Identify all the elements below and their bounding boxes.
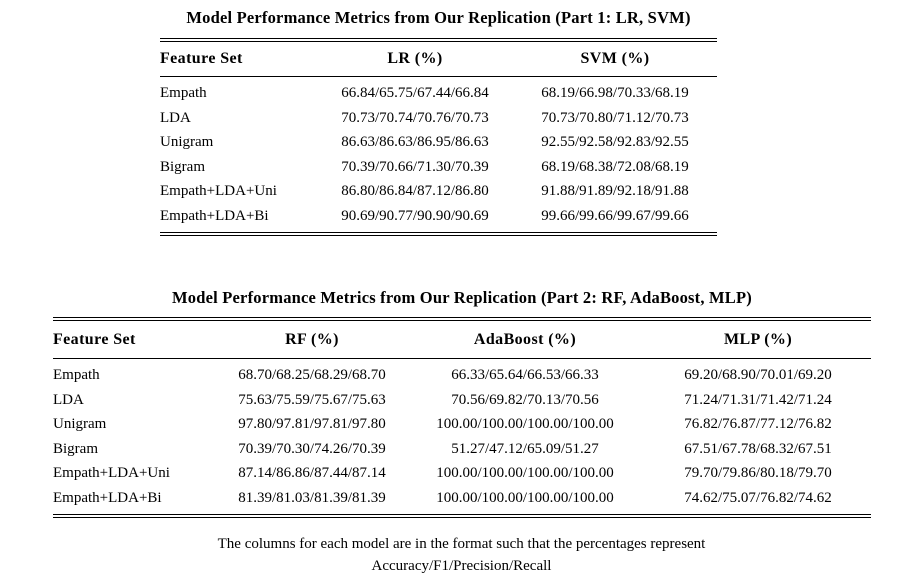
metrics-cell: 100.00/100.00/100.00/100.00 [436,465,614,481]
footnote-line-2: Accuracy/F1/Precision/Recall [371,557,552,574]
feature-set-cell: Empath+LDA+Uni [53,465,170,481]
feature-set-cell: Empath+LDA+Bi [160,207,269,224]
table-part1-header: Feature Set LR (%) SVM (%) [160,40,717,77]
feature-set-cell: Empath+LDA+Bi [53,489,162,506]
table-row: Empath 66.84/65.75/67.44/66.84 68.19/66.98… [160,77,717,106]
table-row: Unigram 97.80/97.81/97.81/97.80 100.00/100… [53,412,871,437]
table-part1-section: Model Performance Metrics from Our Repli… [160,8,717,236]
table-part2-header: Feature Set RF (%) AdaBoost (%) MLP (%) [53,319,871,359]
metrics-cell: 90.69/90.77/90.90/90.69 [341,207,489,224]
metrics-cell: 68.19/68.38/72.08/68.19 [541,158,689,175]
table-part2: Feature Set RF (%) AdaBoost (%) MLP (%) … [53,317,871,518]
metrics-cell: 68.19/66.98/70.33/68.19 [541,85,689,101]
feature-set-cell: Bigram [160,158,205,175]
metrics-cell: 66.84/65.75/67.44/66.84 [341,85,489,101]
table-part1: Feature Set LR (%) SVM (%) Empath 66.84/6… [160,38,717,236]
metrics-cell: 81.39/81.03/81.39/81.39 [238,489,386,506]
metrics-cell: 92.55/92.58/92.83/92.55 [541,134,689,150]
header-svm: SVM (%) [513,40,717,77]
metrics-cell: 79.70/79.86/80.18/79.70 [684,465,832,481]
feature-set-cell: Unigram [53,416,107,432]
table-row: Bigram 70.39/70.30/74.26/70.39 51.27/47.12… [53,437,871,462]
header-lr: LR (%) [317,40,513,77]
table-part2-section: Model Performance Metrics from Our Repli… [53,288,871,518]
metrics-cell: 86.63/86.63/86.95/86.63 [341,134,489,150]
metrics-cell: 100.00/100.00/100.00/100.00 [436,416,614,432]
metrics-cell: 99.66/99.66/99.67/99.66 [541,207,689,224]
metrics-cell: 74.62/75.07/76.82/74.62 [684,489,832,506]
table-part1-title: Model Performance Metrics from Our Repli… [186,8,691,27]
metrics-cell: 100.00/100.00/100.00/100.00 [436,489,614,506]
metrics-cell: 97.80/97.81/97.81/97.80 [238,416,386,432]
table-part2-title: Model Performance Metrics from Our Repli… [172,288,752,307]
metrics-cell: 91.88/91.89/92.18/91.88 [541,183,689,199]
metrics-cell: 68.70/68.25/68.29/68.70 [238,367,386,383]
feature-set-cell: LDA [53,391,84,408]
metrics-cell: 71.24/71.31/71.42/71.24 [684,391,832,408]
metrics-cell: 69.20/68.90/70.01/69.20 [684,367,832,383]
feature-set-cell: Unigram [160,134,214,150]
table-part2-body: Empath 68.70/68.25/68.29/68.70 66.33/65.64… [53,359,871,516]
metrics-cell: 70.73/70.74/70.76/70.73 [341,109,489,126]
feature-set-cell: Empath+LDA+Uni [160,183,277,199]
table-row: LDA 75.63/75.59/75.67/75.63 70.56/69.82/70… [53,388,871,413]
table-row: Unigram 86.63/86.63/86.95/86.63 92.55/92.5… [160,130,717,155]
footnote-line-1: The columns for each model are in the fo… [217,536,706,552]
header-feature-set: Feature Set [53,319,219,359]
header-feature-set: Feature Set [160,40,317,77]
footnote: The columns for each model are in the fo… [0,534,923,577]
header-row: Feature Set RF (%) AdaBoost (%) MLP (%) [53,319,871,359]
metrics-cell: 67.51/67.78/68.32/67.51 [684,440,832,457]
metrics-cell: 70.56/69.82/70.13/70.56 [451,391,599,408]
metrics-cell: 66.33/65.64/66.53/66.33 [451,367,599,383]
header-mlp: MLP (%) [645,319,871,359]
table-row: Bigram 70.39/70.66/71.30/70.39 68.19/68.38… [160,155,717,180]
table-row: Empath+LDA+Bi 81.39/81.03/81.39/81.39 100.… [53,486,871,516]
header-adaboost: AdaBoost (%) [405,319,645,359]
table-row: Empath+LDA+Bi 90.69/90.77/90.90/90.69 99.6… [160,204,717,234]
metrics-cell: 76.82/76.87/77.12/76.82 [684,416,832,432]
table-row: LDA 70.73/70.74/70.76/70.73 70.73/70.80/71… [160,106,717,131]
feature-set-cell: Bigram [53,440,98,457]
metrics-cell: 70.73/70.80/71.12/70.73 [541,109,689,126]
metrics-cell: 87.14/86.86/87.44/87.14 [238,465,386,481]
metrics-cell: 70.39/70.30/74.26/70.39 [238,440,386,457]
metrics-cell: 70.39/70.66/71.30/70.39 [341,158,489,175]
metrics-cell: 51.27/47.12/65.09/51.27 [451,440,599,457]
metrics-cell: 86.80/86.84/87.12/86.80 [341,183,489,199]
table-part1-body: Empath 66.84/65.75/67.44/66.84 68.19/66.98… [160,77,717,234]
table-row: Empath+LDA+Uni 86.80/86.84/87.12/86.80 91.… [160,179,717,204]
table-row: Empath 68.70/68.25/68.29/68.70 66.33/65.64… [53,359,871,388]
feature-set-cell: LDA [160,109,191,126]
header-rf: RF (%) [219,319,405,359]
feature-set-cell: Empath [160,85,207,101]
header-row: Feature Set LR (%) SVM (%) [160,40,717,77]
metrics-cell: 75.63/75.59/75.67/75.63 [238,391,386,408]
feature-set-cell: Empath [53,367,100,383]
table-row: Empath+LDA+Uni 87.14/86.86/87.44/87.14 100… [53,461,871,486]
